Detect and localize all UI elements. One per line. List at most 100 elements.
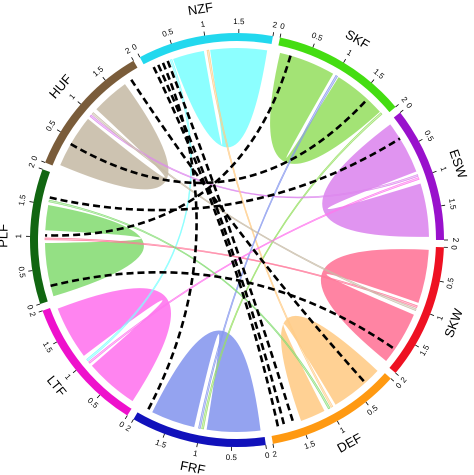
tick-mark: [38, 310, 43, 313]
tick-mark: [131, 57, 134, 61]
self-link: [45, 205, 144, 297]
link: [91, 112, 417, 311]
sector-band: [278, 37, 396, 113]
sector-band: [42, 308, 132, 416]
tick-mark: [53, 341, 58, 345]
tick-label: 1: [14, 233, 23, 238]
tick-mark: [28, 270, 33, 272]
tick-label: 1.5: [41, 340, 55, 355]
tick-mark: [29, 201, 34, 203]
tick-mark: [162, 433, 165, 438]
dashed-link: [45, 55, 292, 237]
tick-mark: [337, 420, 340, 425]
tick-label: 0.5: [422, 129, 435, 144]
tick-mark: [432, 170, 437, 173]
dashed-link: [146, 62, 198, 411]
tick-mark: [96, 394, 101, 399]
tick-mark: [203, 31, 206, 36]
link: [198, 75, 338, 429]
link: [206, 49, 334, 408]
tick-mark: [265, 444, 267, 450]
tick-mark: [395, 372, 399, 376]
sector-band: [393, 112, 444, 240]
tick-label: 0: [394, 381, 404, 391]
self-link: [320, 249, 429, 361]
tick-mark: [399, 109, 404, 113]
sector-band: [45, 60, 138, 166]
tick-mark: [38, 167, 43, 170]
tick-mark: [102, 76, 106, 81]
sector-band: [139, 32, 273, 65]
tick-label: 0.5: [17, 266, 28, 279]
dashed-link: [130, 79, 367, 384]
tick-label: 1: [439, 165, 449, 173]
sector-name: FRF: [179, 458, 207, 475]
tick-label: 2: [28, 311, 38, 319]
dashed-link: [70, 98, 369, 185]
dashed-link: [50, 271, 396, 351]
tick-label: 0: [130, 42, 139, 52]
tick-label: 2: [451, 238, 460, 243]
tick-mark: [312, 43, 315, 48]
self-link: [152, 330, 261, 432]
link: [201, 112, 383, 430]
tick-mark: [418, 138, 423, 142]
tick-label: 1.5: [154, 438, 168, 451]
tick-label: 2: [399, 95, 409, 105]
tick-label: 0.5: [86, 396, 101, 410]
tick-label: 2: [272, 449, 278, 459]
dashed-link: [152, 66, 280, 428]
sector-name: SKF: [343, 26, 372, 52]
tick-label: 0.5: [310, 31, 324, 44]
tick-label: 2: [272, 20, 278, 30]
tick-label: 2: [399, 375, 409, 385]
dashed-link: [166, 60, 295, 424]
tick-label: 2: [27, 161, 37, 169]
sector-band: [389, 246, 444, 374]
tick-mark: [196, 443, 198, 448]
self-link: [173, 47, 268, 148]
tick-mark: [365, 401, 369, 406]
tick-mark: [371, 79, 375, 83]
tick-label: 0: [279, 22, 286, 32]
tick-mark: [72, 369, 77, 374]
self-link: [322, 124, 429, 237]
tick-label: 1: [338, 425, 347, 435]
tick-label: 0.5: [161, 27, 175, 39]
tick-mark: [36, 303, 41, 306]
tick-mark: [390, 378, 395, 382]
tick-label: 1.5: [91, 64, 106, 78]
sector-band: [29, 169, 50, 304]
tick-label: 0: [264, 451, 270, 461]
dashed-link: [157, 64, 286, 427]
sector-name: SKW: [441, 306, 466, 340]
sector-band: [133, 412, 266, 448]
self-link: [270, 52, 380, 164]
self-link: [60, 84, 169, 190]
tick-label: 0: [29, 154, 39, 162]
tick-mark: [41, 160, 46, 163]
tick-label: 1.5: [303, 439, 317, 451]
tick-label: 1.5: [17, 193, 28, 206]
tick-label: 1: [192, 449, 199, 459]
tick-mark: [131, 419, 134, 423]
tick-mark: [56, 129, 61, 133]
tick-mark: [279, 33, 282, 38]
tick-mark: [395, 104, 399, 108]
sector-name: DEF: [334, 430, 364, 456]
tick-mark: [272, 32, 275, 37]
tick-label: 2: [124, 423, 133, 433]
sector-name: NZF: [187, 0, 214, 18]
tick-label: 0: [404, 101, 414, 110]
tick-label: 0.5: [445, 276, 456, 289]
tick-mark: [169, 39, 172, 44]
tick-mark: [272, 443, 275, 448]
tick-label: 1: [67, 92, 77, 102]
tick-label: 0: [117, 420, 126, 430]
link: [86, 58, 192, 362]
tick-mark: [343, 58, 347, 63]
tick-mark: [441, 204, 446, 207]
tick-label: 1.5: [372, 67, 387, 81]
sector-name: ESW: [446, 147, 470, 181]
